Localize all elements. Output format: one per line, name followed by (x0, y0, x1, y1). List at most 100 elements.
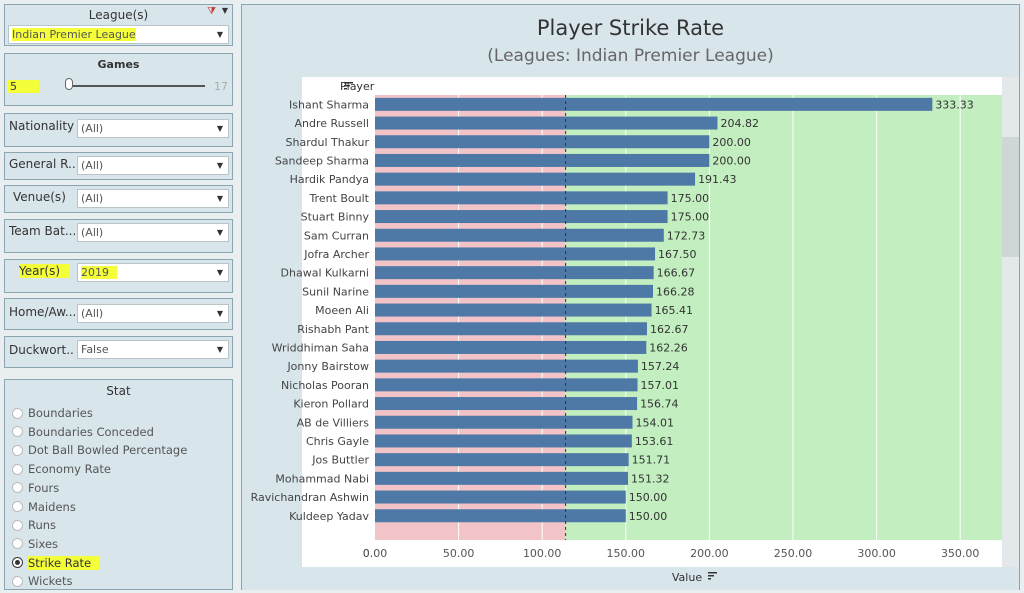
x-tick-label: 0.00 (363, 547, 388, 560)
chevron-down-icon: ▼ (216, 345, 223, 354)
stat-option-wickets[interactable]: Wickets (12, 573, 72, 589)
team-bat-value: (All) (81, 226, 104, 239)
bar-value-label: 151.32 (631, 472, 670, 485)
team-bat-dropdown[interactable]: (All) ▼ (77, 223, 229, 242)
bar-value-label: 157.24 (641, 360, 680, 373)
venue-label: Venue(s) (13, 190, 66, 204)
radio-icon[interactable] (12, 426, 23, 438)
bar (375, 284, 654, 298)
nationality-dropdown[interactable]: (All) ▼ (77, 119, 229, 138)
bar (375, 397, 638, 411)
player-label: Mohammad Nabi (275, 472, 369, 485)
bar (375, 322, 647, 336)
player-label: Stuart Binny (301, 211, 370, 224)
bar-value-label: 162.26 (649, 341, 688, 354)
games-slider-handle[interactable] (65, 78, 73, 90)
bar-value-label: 200.00 (712, 136, 751, 149)
player-label: Andre Russell (295, 117, 370, 130)
games-max-value: 17 (214, 80, 228, 93)
bar (375, 378, 638, 392)
bar (375, 303, 652, 317)
bar-value-label: 191.43 (698, 173, 737, 186)
radio-icon[interactable] (12, 444, 23, 456)
chart-subtitle: (Leagues: Indian Premier League) (487, 46, 774, 66)
player-label: Kuldeep Yadav (289, 510, 369, 523)
bar-value-label: 175.00 (671, 192, 710, 205)
player-label: Ishant Sharma (289, 98, 369, 111)
stat-option-maidens[interactable]: Maidens (12, 499, 76, 515)
x-tick-label: 50.00 (443, 547, 475, 560)
radio-icon[interactable] (12, 575, 23, 587)
home-away-filter: Home/Aw... (All) ▼ (4, 298, 233, 330)
radio-icon[interactable] (12, 482, 23, 494)
stat-option-economy-rate[interactable]: Economy Rate (12, 461, 111, 477)
x-tick-label: 150.00 (607, 547, 646, 560)
chart-panel: Player Strike Rate (Leagues: Indian Prem… (241, 4, 1020, 590)
year-dropdown[interactable]: 2019 ▼ (77, 263, 229, 282)
sort-icon[interactable] (708, 572, 717, 580)
stat-option-boundaries-conceded[interactable]: Boundaries Conceded (12, 424, 154, 440)
duckworth-label: Duckwort... (9, 343, 75, 357)
venue-dropdown[interactable]: (All) ▼ (77, 189, 229, 208)
chart-title: Player Strike Rate (536, 16, 725, 40)
bar-value-label: 175.00 (671, 211, 710, 224)
stat-option-sixes[interactable]: Sixes (12, 536, 58, 552)
x-axis-title: Value (672, 571, 702, 584)
radio-icon[interactable] (12, 501, 23, 512)
games-min-value: 5 (8, 80, 39, 93)
bar-value-label: 151.71 (632, 454, 671, 467)
stat-option-dot-ball-bowled-percentage[interactable]: Dot Ball Bowled Percentage (12, 442, 187, 458)
clear-filter-icon[interactable]: ⧩ (207, 6, 216, 17)
games-slider-track[interactable] (71, 85, 205, 87)
bar-value-label: 150.00 (629, 510, 668, 523)
bar-value-label: 150.00 (629, 491, 668, 504)
general-dropdown[interactable]: (All) ▼ (77, 156, 229, 175)
team-bat-label: Team Bat... (9, 224, 75, 238)
sort-icon[interactable] (344, 82, 353, 90)
stat-option-label: Strike Rate (28, 555, 100, 570)
stat-option-label: Runs (28, 518, 57, 533)
player-label: Jofra Archer (303, 248, 369, 261)
nationality-value: (All) (81, 122, 104, 135)
games-filter-label: Games (97, 58, 140, 71)
venue-filter: Venue(s) (All) ▼ (4, 185, 233, 213)
stat-option-strike-rate[interactable]: Strike Rate (12, 555, 100, 571)
x-tick-label: 350.00 (941, 547, 980, 560)
stat-option-boundaries[interactable]: Boundaries (12, 405, 93, 421)
league-dropdown[interactable]: Indian Premier League ▼ (8, 25, 229, 44)
player-label: Chris Gayle (306, 435, 369, 448)
stat-option-label: Dot Ball Bowled Percentage (28, 443, 188, 458)
duckworth-dropdown[interactable]: False ▼ (77, 340, 229, 359)
bar (375, 210, 668, 224)
radio-icon[interactable] (12, 463, 23, 475)
player-label: Jonny Bairstow (286, 360, 369, 373)
x-tick-label: 300.00 (857, 547, 896, 560)
scrollbar-thumb[interactable] (1002, 137, 1019, 257)
radio-icon[interactable] (12, 407, 23, 419)
general-label: General R... (9, 157, 75, 171)
x-tick-label: 200.00 (690, 547, 729, 560)
stat-option-label: Boundaries (28, 406, 93, 420)
radio-icon[interactable] (12, 538, 23, 550)
bar (375, 471, 629, 485)
radio-icon[interactable] (12, 557, 23, 569)
stat-option-label: Sixes (28, 536, 59, 551)
menu-arrow-icon[interactable]: ▼ (221, 6, 228, 15)
bar-value-label: 166.28 (656, 285, 695, 298)
bar-value-label: 200.00 (712, 154, 751, 167)
stat-filter: Stat Boundaries Boundaries Conceded Dot Ba… (4, 379, 233, 590)
x-axis-area (375, 540, 1002, 567)
player-label: Sunil Narine (302, 285, 369, 298)
games-filter: Games 5 17 (4, 53, 233, 106)
league-value: Indian Premier League (12, 28, 136, 41)
radio-icon[interactable] (12, 519, 23, 531)
stat-option-runs[interactable]: Runs (12, 517, 56, 533)
bar-value-label: 172.73 (667, 229, 706, 242)
chevron-down-icon: ▼ (216, 30, 223, 39)
player-label: Dhawal Kulkarni (281, 267, 369, 280)
bar-value-label: 162.67 (650, 323, 689, 336)
home-away-dropdown[interactable]: (All) ▼ (77, 304, 229, 323)
general-value: (All) (81, 159, 104, 172)
general-filter: General R... (All) ▼ (4, 152, 233, 180)
stat-option-fours[interactable]: Fours (12, 480, 59, 496)
